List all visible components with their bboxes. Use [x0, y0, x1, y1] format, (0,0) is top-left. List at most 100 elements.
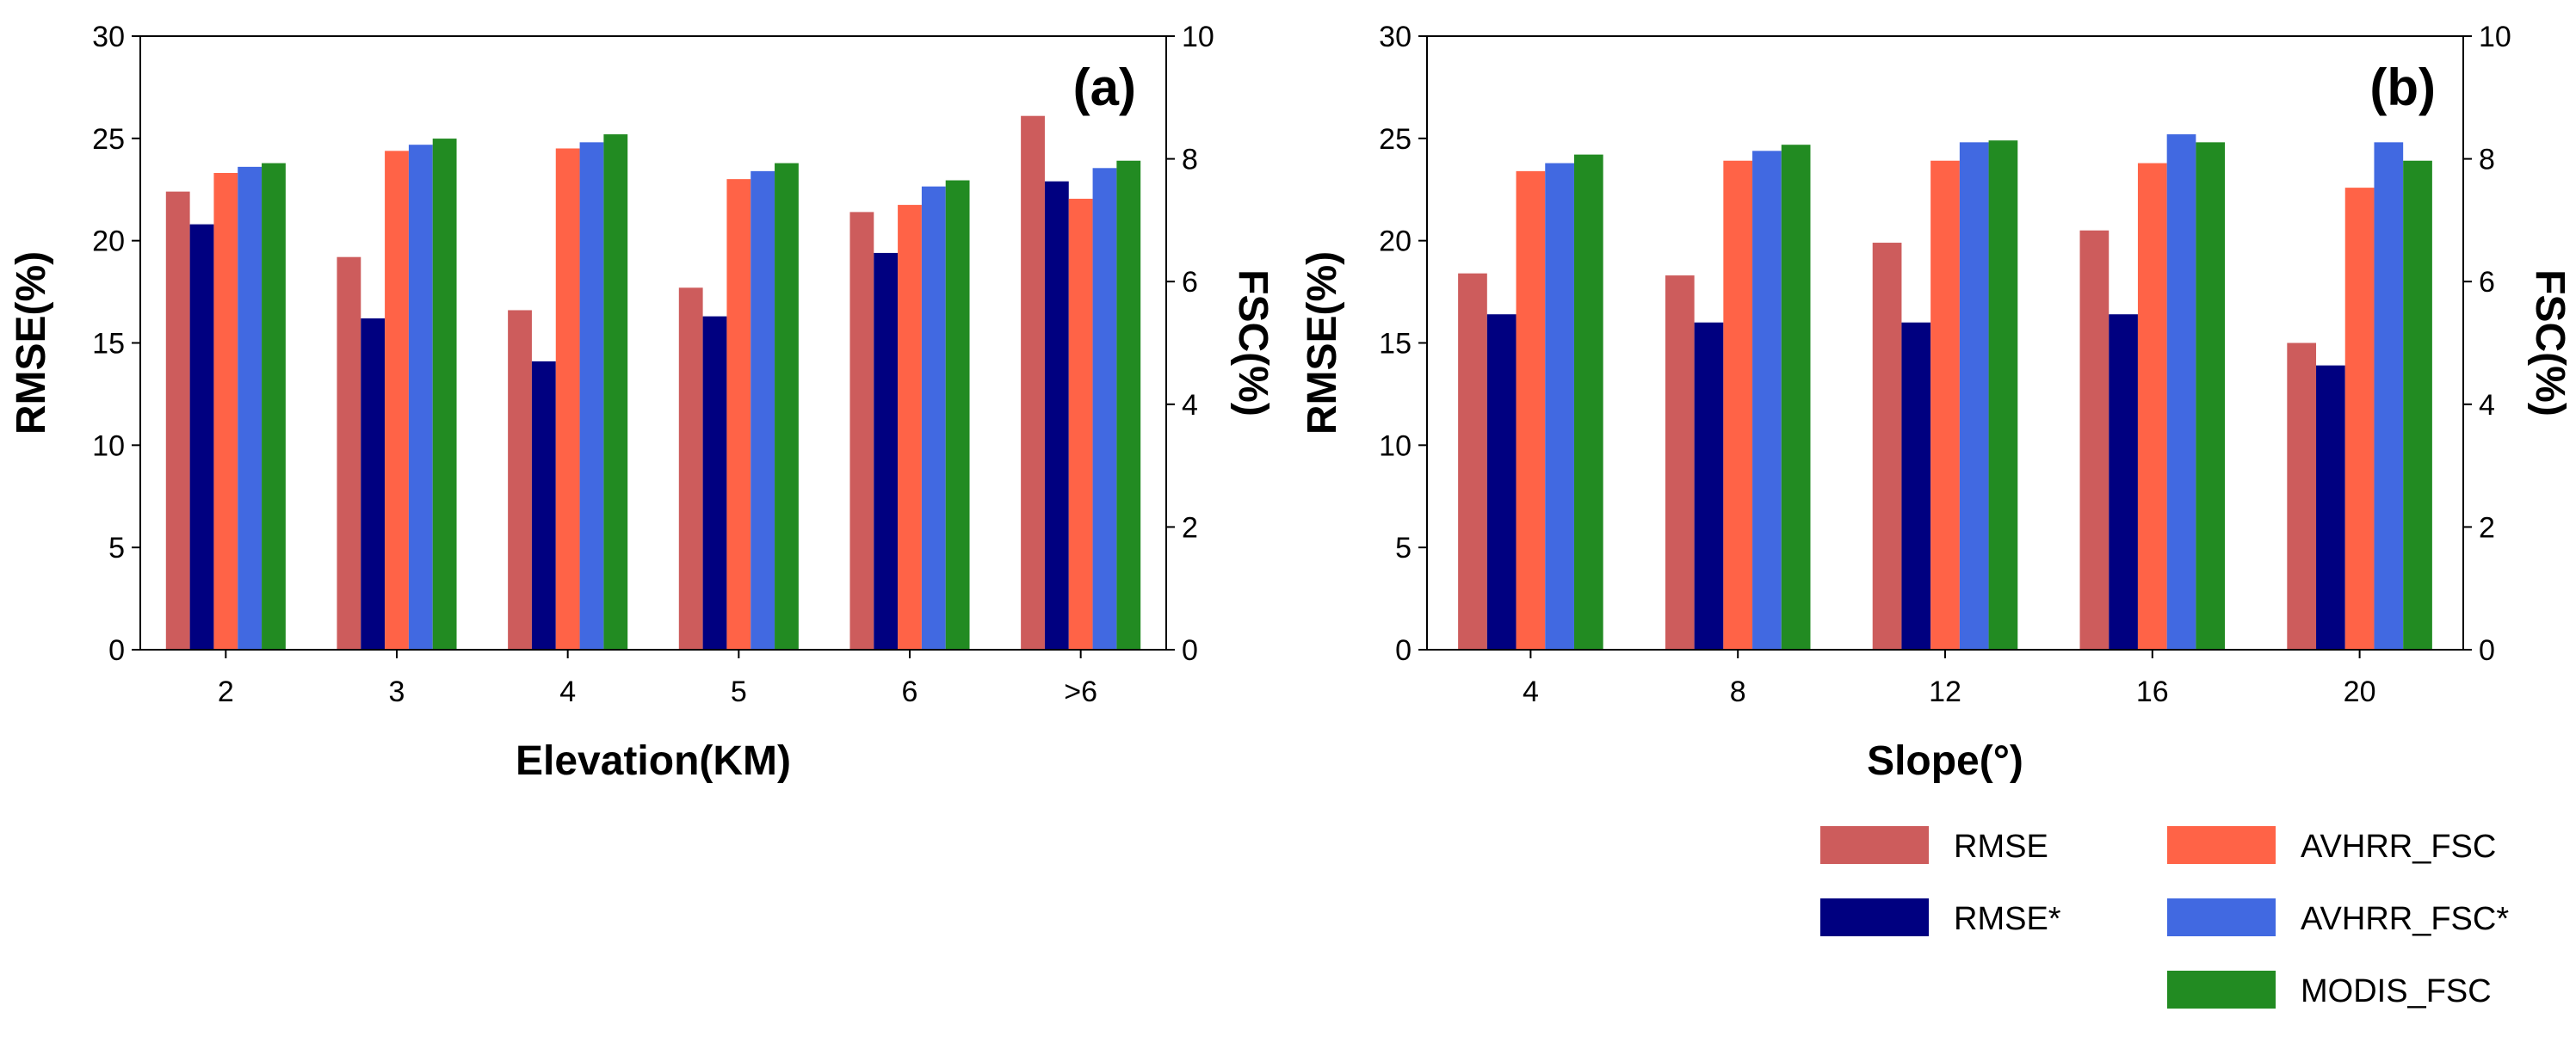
legend-swatch-avhrr-fsc: [2167, 898, 2276, 936]
legend-label-avhrr-fsc: AVHRR_FSC: [2301, 829, 2496, 865]
x-tick-label: >6: [1064, 676, 1097, 708]
bar-rmse-2: [165, 191, 190, 650]
bar-avhrr-fsc-20: [2374, 142, 2404, 651]
bar-rmse-6: [849, 212, 874, 650]
bar-rmse-16: [2079, 230, 2110, 650]
legend-label-modis-fsc: MODIS_FSC: [2301, 973, 2492, 1009]
bar-avhrr-fsc-3: [385, 151, 409, 650]
y-tick-label: 30: [1379, 21, 1412, 53]
y-tick-label: 0: [1395, 634, 1412, 667]
y-right-tick-label: 6: [1182, 266, 1198, 299]
bar-rmse-6: [1021, 115, 1045, 650]
bar-avhrr-fsc-5: [726, 179, 751, 650]
y-right-tick-label: 10: [2479, 21, 2511, 53]
bar-avhrr-fsc-4: [555, 148, 580, 651]
bar-modis-fsc-3: [432, 139, 457, 650]
y-right-tick-label: 8: [1182, 144, 1198, 176]
panel-label: (a): [1073, 59, 1136, 116]
bar-avhrr-fsc-16: [2137, 163, 2167, 651]
x-tick-label: 4: [559, 676, 576, 708]
x-tick-label: 5: [731, 676, 747, 708]
y-tick-label: 10: [92, 429, 125, 462]
bar-avhrr-fsc-6: [1092, 168, 1117, 651]
y-right-tick-label: 4: [2479, 389, 2495, 422]
bar-avhrr-fsc-20: [2344, 188, 2375, 651]
bar-modis-fsc-12: [1988, 140, 2018, 650]
bar-avhrr-fsc-3: [408, 145, 433, 650]
bar-rmse-8: [1694, 322, 1724, 650]
y-tick-label: 5: [1395, 532, 1412, 565]
y-right-tick-label: 8: [2479, 144, 2495, 176]
bar-avhrr-fsc-16: [2166, 134, 2196, 650]
bar-modis-fsc-20: [2403, 160, 2432, 651]
bar-avhrr-fsc-6: [921, 186, 946, 650]
y-right-tick-label: 6: [2479, 266, 2495, 299]
bar-avhrr-fsc-12: [1959, 142, 1989, 651]
bar-avhrr-fsc-6: [1068, 198, 1093, 650]
legend-swatch-rmse: [1820, 898, 1929, 936]
bar-rmse-3: [361, 318, 386, 650]
legend-swatch-modis-fsc: [2167, 971, 2276, 1009]
y-axis-title: RMSE(%): [1300, 251, 1345, 435]
y-right-axis-title: FSC(%): [1230, 269, 1276, 417]
bar-rmse-12: [1901, 322, 1931, 650]
y-right-tick-label: 0: [2479, 634, 2495, 667]
bar-avhrr-fsc-8: [1723, 160, 1753, 651]
x-tick-label: 12: [1929, 676, 1961, 708]
bar-rmse-5: [678, 287, 703, 650]
bar-modis-fsc-6: [1116, 160, 1141, 651]
bar-avhrr-fsc-6: [898, 205, 922, 650]
panel-b: 4 8 12 16 20 0 5 10 15 20 25 30 0 2 4 6 8 10 RMSE(%) FSC(%)…: [1300, 21, 2573, 784]
x-axis-title: Slope(°): [1867, 738, 2023, 784]
y-tick-label: 15: [92, 328, 125, 361]
x-tick-label: 4: [1523, 676, 1539, 708]
y-tick-label: 10: [1379, 429, 1412, 462]
bar-rmse-4: [1458, 273, 1487, 650]
y-tick-label: 5: [108, 532, 125, 565]
bar-rmse-4: [531, 361, 556, 650]
plot-frame: [139, 35, 1167, 651]
y-right-tick-label: 4: [1182, 389, 1198, 422]
y-right-tick-label: 10: [1182, 21, 1214, 53]
bar-rmse-16: [2109, 314, 2138, 650]
y-tick-label: 30: [92, 21, 125, 53]
bar-avhrr-fsc-5: [751, 170, 775, 651]
bar-avhrr-fsc-8: [1752, 151, 1782, 650]
y-right-tick-label: 0: [1182, 634, 1198, 667]
bar-rmse-3: [337, 256, 361, 650]
bar-modis-fsc-8: [1781, 145, 1811, 650]
y-axis-title: RMSE(%): [9, 251, 54, 435]
bar-avhrr-fsc-4: [579, 142, 604, 651]
bar-modis-fsc-4: [603, 134, 628, 650]
bar-rmse-6: [1044, 181, 1069, 651]
x-axis-title: Elevation(KM): [516, 738, 791, 784]
x-tick-label: 8: [1730, 676, 1746, 708]
y-tick-label: 0: [108, 634, 125, 667]
bar-rmse-12: [1872, 243, 1902, 650]
x-tick-label: 2: [218, 676, 234, 708]
y-tick-label: 20: [1379, 225, 1412, 258]
bar-avhrr-fsc-2: [213, 173, 238, 650]
bar-modis-fsc-5: [775, 163, 799, 651]
legend-label-rmse: RMSE: [1954, 829, 2048, 865]
bar-rmse-20: [2316, 365, 2345, 650]
y-right-tick-label: 2: [2479, 511, 2495, 544]
y-tick-label: 25: [92, 123, 125, 156]
bar-modis-fsc-16: [2196, 142, 2226, 651]
legend-swatch-rmse: [1820, 826, 1929, 864]
bar-rmse-6: [874, 252, 899, 650]
bar-rmse-5: [702, 316, 727, 650]
bar-rmse-4: [1486, 314, 1517, 650]
y-tick-label: 15: [1379, 328, 1412, 361]
legend-label-rmse: RMSE*: [1954, 901, 2061, 937]
bar-rmse-2: [189, 224, 214, 650]
y-tick-label: 20: [92, 225, 125, 258]
panel-label: (b): [2369, 59, 2436, 116]
legend-swatch-avhrr-fsc: [2167, 826, 2276, 864]
y-tick-label: 25: [1379, 123, 1412, 156]
bar-modis-fsc-6: [945, 180, 970, 651]
x-tick-label: 6: [902, 676, 918, 708]
legend-label-avhrr-fsc: AVHRR_FSC*: [2301, 901, 2509, 937]
bar-modis-fsc-4: [1573, 154, 1603, 651]
